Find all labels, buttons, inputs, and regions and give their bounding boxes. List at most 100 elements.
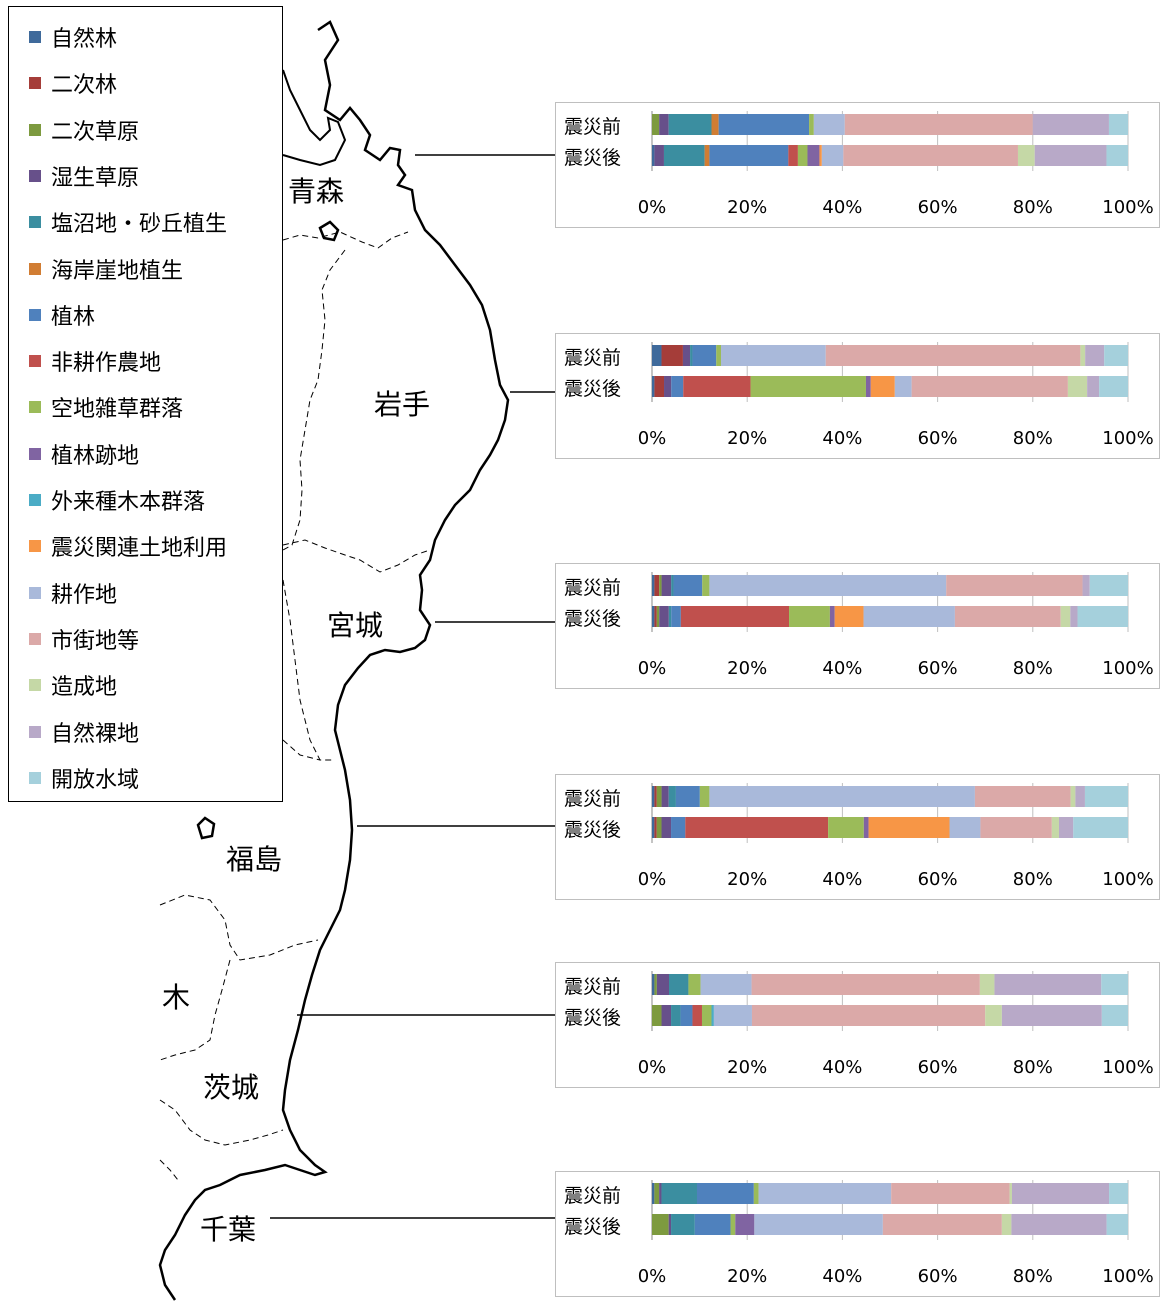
tick-label: 60% — [917, 197, 958, 218]
legend-item: 開放水域 — [29, 766, 139, 793]
legend-item: 震災関連土地利用 — [29, 534, 227, 561]
bar-segment — [661, 1183, 697, 1204]
category-label: 震災後 — [564, 378, 622, 400]
bar-segment — [668, 606, 672, 627]
mutsu-bay — [282, 69, 347, 167]
chart-panel-fukushima: 震災前 震災後 0% 20% 40% 60% 80% 100% — [555, 774, 1160, 900]
bar-segment — [680, 1005, 693, 1026]
bar-segment — [661, 786, 669, 807]
category-label: 震災前 — [564, 788, 622, 810]
tick-label: 60% — [917, 1057, 958, 1078]
legend-item: 非耕作農地 — [29, 349, 161, 376]
bar-segment — [954, 606, 1061, 627]
legend-label: 造成地 — [51, 675, 118, 701]
bar-segment — [1001, 1214, 1012, 1235]
bar-segment — [654, 786, 657, 807]
bar-segment — [894, 376, 912, 397]
category-label: 震災後 — [564, 147, 622, 169]
bar-segment — [1070, 786, 1076, 807]
tick-label: 40% — [822, 197, 863, 218]
legend-label: 外来種木本群落 — [51, 490, 206, 515]
tick-label: 80% — [1012, 1266, 1053, 1287]
bar-segment — [656, 817, 662, 838]
bar-segment — [980, 817, 1052, 838]
bar-segment — [652, 1183, 655, 1204]
bar-segment — [949, 817, 981, 838]
bar-segment — [758, 1183, 892, 1204]
legend-item: 二次林 — [29, 71, 117, 98]
bar-segment — [730, 1214, 736, 1235]
legend-label: 自然裸地 — [51, 721, 140, 747]
category-label: 震災前 — [564, 116, 622, 138]
bar-segment — [788, 145, 798, 166]
bar-segment — [789, 606, 830, 627]
bar-segment — [659, 606, 669, 627]
bar-segment — [911, 376, 1068, 397]
bar-segment — [813, 114, 845, 135]
bar-segment — [654, 376, 665, 397]
tick-label: 0% — [637, 428, 667, 449]
bar-segment — [654, 974, 657, 995]
tick-label: 0% — [637, 1057, 667, 1078]
chart-panel-iwate: 震災前 震災後 0% 20% 40% 60% 80% 100% — [555, 333, 1160, 459]
tick-label: 0% — [637, 869, 667, 890]
legend-item: 造成地 — [29, 673, 117, 700]
category-label: 震災前 — [564, 976, 622, 998]
bar-segment — [1032, 114, 1109, 135]
tick-label: 60% — [917, 658, 958, 679]
bar-segment — [1108, 114, 1128, 135]
bar-segment — [661, 817, 672, 838]
bar-segment — [656, 606, 660, 627]
category-label: 震災後 — [564, 1007, 622, 1029]
tick-label: 40% — [822, 658, 863, 679]
stacked-bar-chart — [651, 572, 1129, 632]
legend-swatch — [29, 447, 41, 460]
stacked-bar-chart — [651, 783, 1129, 843]
bar-segment — [652, 817, 655, 838]
tick-label: 20% — [727, 1057, 768, 1078]
bar-segment — [652, 345, 662, 366]
bar-segment — [994, 974, 1102, 995]
bar-segment — [751, 974, 980, 995]
legend: 自然林 二次林 二次草原 湿生草原 塩沼地・砂丘植生 海岸崖地植生 植林 非耕作農地 空地雑草群… — [8, 6, 283, 802]
bar-segment — [753, 1183, 759, 1204]
legend-swatch — [29, 401, 41, 414]
bar-segment — [865, 376, 871, 397]
bar-segment — [664, 376, 672, 397]
bar-segment — [1084, 786, 1128, 807]
tick-label: 80% — [1012, 869, 1053, 890]
bar-segment — [821, 145, 844, 166]
legend-label: 二次草原 — [51, 119, 140, 145]
tick-label: 80% — [1012, 428, 1053, 449]
legend-label: 開放水域 — [51, 767, 140, 793]
legend-item: 自然林 — [29, 25, 117, 52]
bar-segment — [701, 1005, 712, 1026]
pref-label-ibaraki: 茨城 — [203, 1071, 260, 1104]
bar-segment — [1099, 376, 1128, 397]
coastline — [158, 20, 510, 1301]
bar-segment — [828, 817, 864, 838]
legend-swatch — [29, 586, 41, 599]
stacked-bar-chart — [651, 971, 1129, 1031]
bar-segment — [1011, 1183, 1110, 1204]
pref-label-iwate: 岩手 — [374, 388, 431, 421]
bar-segment — [1051, 817, 1059, 838]
tick-label: 100% — [1102, 1057, 1154, 1078]
bar-segment — [652, 974, 655, 995]
leader-lines — [270, 154, 555, 1219]
bar-segment — [1077, 606, 1128, 627]
legend-item: 湿生草原 — [29, 164, 139, 191]
legend-label: 湿生草原 — [51, 165, 140, 191]
bar-segment — [652, 114, 660, 135]
bar-segment — [1080, 345, 1086, 366]
bar-segment — [711, 114, 719, 135]
legend-label: 非耕作農地 — [51, 351, 162, 377]
bar-segment — [685, 817, 829, 838]
tick-label: 20% — [727, 428, 768, 449]
bar-segment — [659, 575, 662, 596]
legend-item: 塩沼地・砂丘植生 — [29, 210, 227, 237]
bar-segment — [671, 575, 674, 596]
legend-swatch — [29, 77, 41, 90]
bar-segment — [1058, 817, 1074, 838]
